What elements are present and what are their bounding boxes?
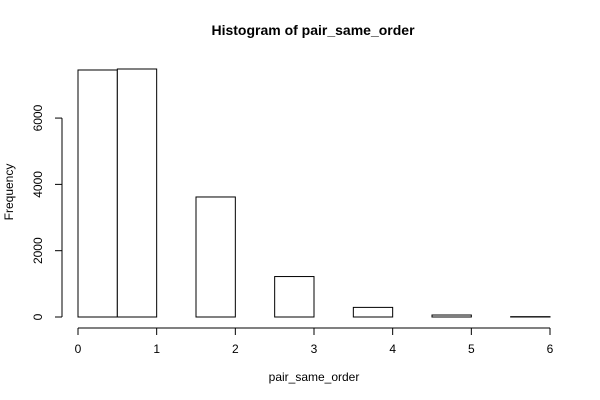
x-axis-label: pair_same_order [269, 370, 360, 384]
y-tick-label: 6000 [31, 104, 45, 131]
x-tick-label: 1 [153, 342, 160, 356]
x-tick-label: 6 [547, 342, 554, 356]
histogram-bar [77, 69, 118, 318]
x-axis: 0 1 2 3 4 5 6 [75, 327, 554, 356]
histogram-bar [116, 68, 158, 318]
y-tick-label: 4000 [31, 171, 45, 198]
chart-title: Histogram of pair_same_order [211, 22, 415, 38]
y-axis-label: Frequency [2, 164, 16, 221]
histogram-bar [274, 276, 315, 318]
histogram-bar [352, 306, 394, 318]
y-tick-label: 2000 [31, 237, 45, 264]
x-tick-label: 3 [311, 342, 318, 356]
x-tick-label: 5 [468, 342, 475, 356]
y-axis: 0 2000 4000 6000 [31, 104, 63, 320]
bars-group [77, 68, 551, 318]
x-tick-label: 4 [389, 342, 396, 356]
histogram-bar [431, 314, 472, 318]
y-tick-label: 0 [31, 313, 45, 320]
histogram-bar [195, 196, 236, 318]
x-tick-label: 0 [75, 342, 82, 356]
x-tick-label: 2 [232, 342, 239, 356]
